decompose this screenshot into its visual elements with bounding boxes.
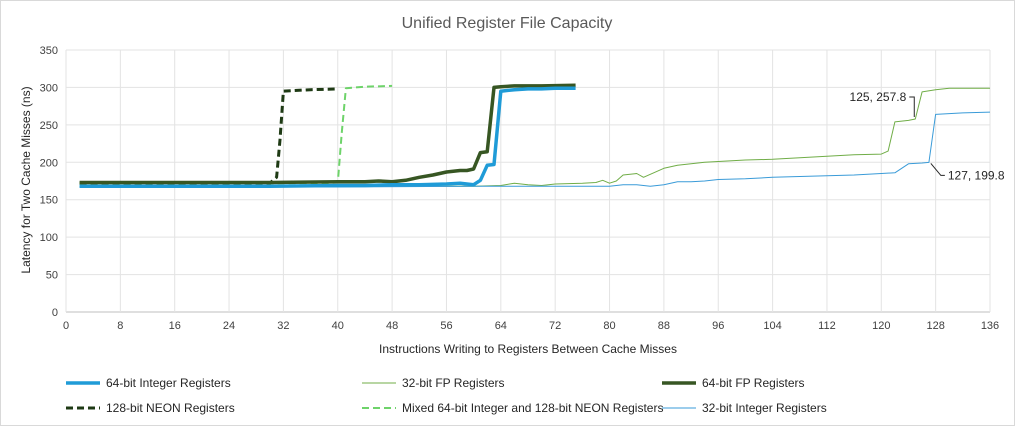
annotations: 125, 257.8 127, 199.8 <box>850 90 1005 182</box>
y-tick-label: 350 <box>40 45 58 57</box>
series-lines <box>79 83 991 188</box>
annotation-leader <box>909 96 915 118</box>
x-tick-label: 104 <box>763 320 781 332</box>
series-line-64-bit-fp-registers <box>79 83 576 185</box>
x-tick-label: 24 <box>223 320 235 332</box>
x-axis-label: Instructions Writing to Registers Betwee… <box>379 342 677 356</box>
y-axis-ticks: 0 50 100 150 200 250 300 350 <box>40 45 58 319</box>
x-tick-label: 80 <box>603 320 615 332</box>
legend-label: 64-bit Integer Registers <box>106 376 231 390</box>
legend-label: 128-bit NEON Registers <box>106 401 235 415</box>
x-tick-label: 72 <box>549 320 561 332</box>
x-axis-ticks: 0 8 16 24 32 40 48 56 64 72 80 88 96 104 112 120 128 136 <box>63 320 999 332</box>
y-tick-label: 100 <box>40 232 58 244</box>
legend-label: 64-bit FP Registers <box>702 376 805 390</box>
legend: 64-bit Integer Registers 32-bit FP Regist… <box>66 376 827 415</box>
series-line-128-bit-neon-registers <box>79 87 338 187</box>
series-line-mixed-64-bit-integer-and-128-bit-neon-registers <box>79 84 393 185</box>
x-tick-label: 32 <box>277 320 289 332</box>
legend-label: Mixed 64-bit Integer and 128-bit NEON Re… <box>402 401 663 415</box>
annotation-label: 125, 257.8 <box>850 90 907 104</box>
y-tick-label: 150 <box>40 195 58 207</box>
y-tick-label: 50 <box>46 270 58 282</box>
y-tick-label: 0 <box>52 307 58 319</box>
y-tick-label: 200 <box>40 157 58 169</box>
series-line-32-bit-integer-registers <box>79 111 991 188</box>
annotation-label: 127, 199.8 <box>948 168 1005 182</box>
y-axis-label: Latency for Two Cache Misses (ns) <box>19 86 33 273</box>
series-line-64-bit-integer-registers <box>79 86 576 188</box>
x-tick-label: 120 <box>872 320 890 332</box>
x-tick-label: 96 <box>712 320 724 332</box>
series-line-32-bit-fp-registers <box>79 87 990 187</box>
legend-label: 32-bit FP Registers <box>402 376 505 390</box>
x-tick-label: 40 <box>332 320 344 332</box>
chart-title: Unified Register File Capacity <box>402 15 613 32</box>
legend-label: 32-bit Integer Registers <box>702 401 827 415</box>
x-tick-label: 48 <box>386 320 398 332</box>
x-tick-label: 128 <box>926 320 944 332</box>
x-tick-label: 112 <box>818 320 836 332</box>
x-tick-label: 64 <box>495 320 507 332</box>
y-tick-label: 250 <box>40 120 58 132</box>
y-tick-label: 300 <box>40 82 58 94</box>
x-tick-label: 56 <box>440 320 452 332</box>
x-tick-label: 8 <box>117 320 123 332</box>
x-tick-label: 16 <box>169 320 181 332</box>
x-tick-label: 88 <box>658 320 670 332</box>
x-tick-label: 0 <box>63 320 69 332</box>
x-tick-label: 136 <box>981 320 999 332</box>
annotation-leader <box>930 163 945 176</box>
